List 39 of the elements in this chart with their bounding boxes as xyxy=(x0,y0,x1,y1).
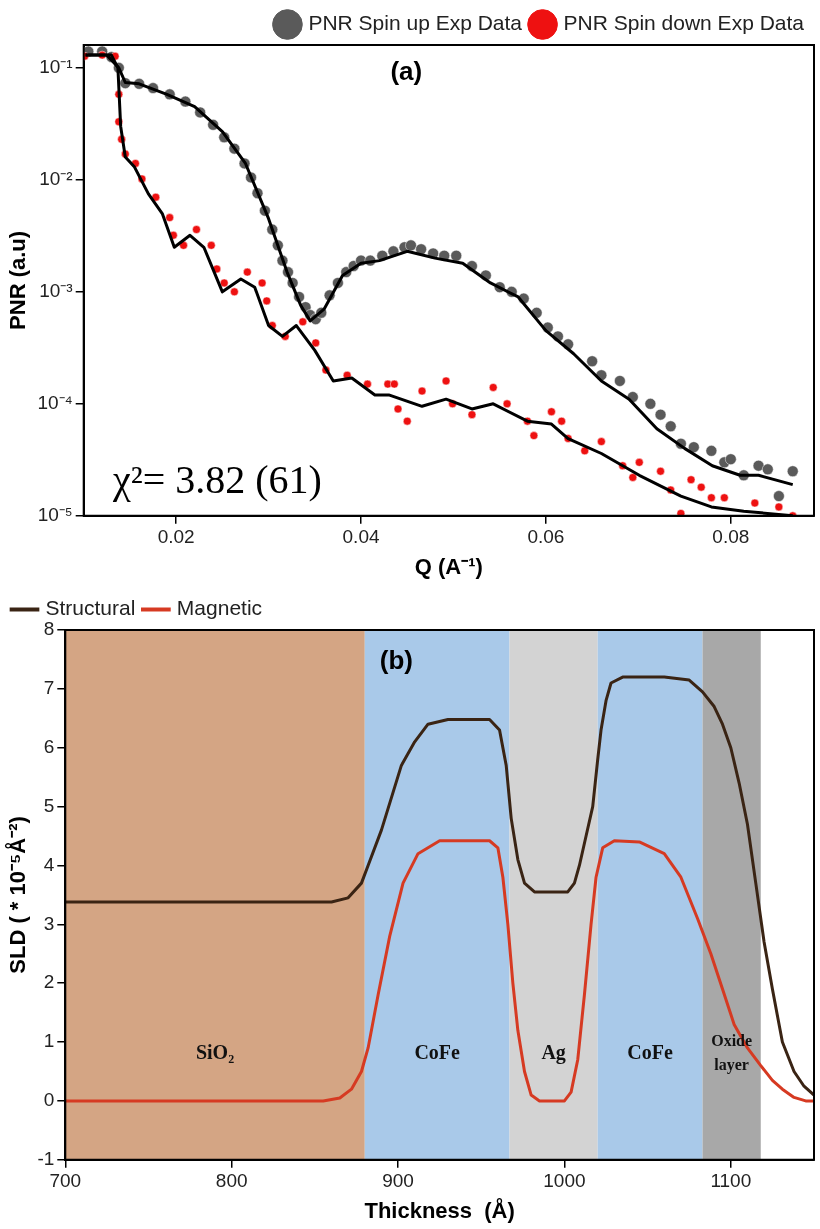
y-tick-label: 4 xyxy=(43,853,55,875)
x-axis-title: Thickness (Å) xyxy=(364,1196,515,1223)
x-tick-label: 700 xyxy=(49,1170,82,1192)
y-tick-label: 8 xyxy=(43,618,55,640)
x-tick-label: 800 xyxy=(215,1170,248,1192)
x-tick-label: 1100 xyxy=(710,1170,752,1192)
y-tick-label: 2 xyxy=(43,971,55,993)
legend-label: PNR Spin up Exp Data xyxy=(308,11,523,35)
band-label: CoFe xyxy=(414,1041,461,1064)
x-tick-label: 900 xyxy=(382,1170,414,1192)
y-tick-label: 3 xyxy=(43,912,55,934)
y-tick-label: 10⁻¹ xyxy=(39,56,73,78)
y-tick-label: 10⁻² xyxy=(39,168,73,190)
annotation: (a) xyxy=(390,56,423,87)
band-label: SiO₂ xyxy=(195,1041,235,1064)
band-label: CoFe xyxy=(627,1041,673,1064)
y-tick-label: 0 xyxy=(43,1089,55,1111)
legend-label: PNR Spin down Exp Data xyxy=(563,11,805,35)
x-tick-label: 0.08 xyxy=(712,526,750,548)
y-tick-label: 10⁻⁵ xyxy=(37,504,73,526)
x-tick-label: 1000 xyxy=(543,1170,586,1192)
y-tick-label: 5 xyxy=(43,794,55,816)
x-tick-label: 0.02 xyxy=(157,526,195,548)
x-axis-title: Q (A⁻¹) xyxy=(414,553,483,579)
y-axis-title: PNR (a.u) xyxy=(5,230,31,330)
y-tick-label: 6 xyxy=(43,735,55,757)
y-tick-label: -1 xyxy=(37,1148,55,1170)
legend-label: Structural xyxy=(45,596,136,620)
annotation: (b) xyxy=(379,644,413,675)
y-tick-label: 1 xyxy=(43,1030,55,1052)
x-tick-label: 0.06 xyxy=(527,526,565,548)
y-axis-title: SLD ( * 10⁻⁵Å⁻²) xyxy=(4,816,31,974)
band-label: Ag xyxy=(541,1041,566,1065)
y-tick-label: 10⁻³ xyxy=(39,280,73,302)
x-tick-label: 0.04 xyxy=(342,526,380,548)
y-tick-label: 7 xyxy=(43,677,55,699)
legend-label: Magnetic xyxy=(176,596,263,620)
annotation: χ²= 3.82 (61) xyxy=(111,457,322,503)
y-tick-label: 10⁻⁴ xyxy=(37,392,73,414)
